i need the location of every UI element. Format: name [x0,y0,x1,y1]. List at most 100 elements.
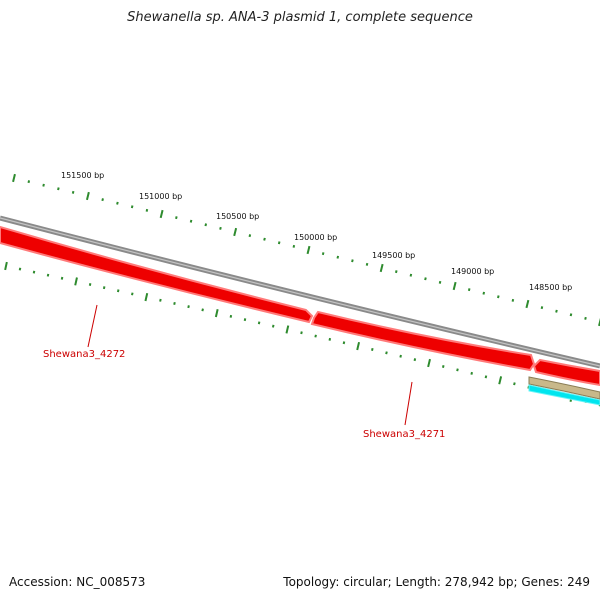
outer-ruler-tick [365,262,369,266]
topology-summary-text: Topology: circular; Length: 278,942 bp; … [283,575,590,589]
outer-ruler-tick [159,209,164,219]
tick-labels: 151500 bp 151000 bp 150500 bp 150000 bp … [61,171,572,292]
outer-ruler-tick [116,201,119,205]
tick-label-149000: 149000 bp [451,267,494,276]
outer-ruler-tick [175,216,178,220]
inner-ruler-tick [513,382,516,386]
outer-ruler-tick [85,191,90,201]
inner-ruler-tick [173,301,176,305]
outer-ruler-tick [467,288,471,292]
inner-ruler-tick [271,324,275,328]
outer-ruler-tick [379,263,384,273]
inner-ruler-tick [18,267,22,271]
inner-ruler-tick [32,270,36,274]
outer-ruler-tick [336,255,340,259]
inner-ruler-tick [88,283,92,286]
tick-label-150000: 150000 bp [294,233,337,242]
gene-shewana3-4271[interactable] [310,310,536,372]
outer-ruler-tick [277,241,281,245]
outer-ruler-tick [57,187,60,191]
accession-text: Accession: NC_008573 [9,575,146,589]
inner-ruler-tick [201,308,204,312]
inner-ruler-tick [470,371,473,375]
inner-ruler-tick [243,318,247,322]
inner-ruler-tick [159,298,162,302]
outer-ruler-tick [130,205,134,209]
inner-ruler-tick [385,351,388,355]
map-title: Shewanella sp. ANA-3 plasmid 1, complete… [127,10,473,25]
outer-ruler-tick [27,180,31,184]
outer-ruler-tick [189,219,193,223]
inner-ruler-tick [441,364,445,368]
inner-ruler-tick [74,277,78,286]
feature-cyan-band [528,384,600,406]
outer-ruler-tick [394,270,398,274]
outer-ruler-tick [204,223,208,227]
outer-tick-ruler [12,173,600,327]
outer-ruler-tick [555,309,558,313]
outer-ruler-tick [321,252,325,256]
tick-label-148500: 148500 bp [529,283,572,292]
outer-ruler-tick [452,281,457,291]
inner-ruler-tick [46,273,50,277]
outer-ruler-tick [569,313,573,317]
inner-ruler-tick [413,358,417,362]
outer-ruler-tick [584,316,587,320]
inner-ruler-tick [60,276,64,280]
outer-ruler-tick [248,234,252,238]
inner-ruler-tick [328,337,332,341]
gene-label-4271[interactable]: Shewana3_4271 [363,429,445,440]
inner-ruler-tick [427,358,431,368]
outer-ruler-tick [598,317,600,327]
outer-ruler-tick [292,244,296,248]
outer-ruler-tick [219,226,222,230]
tick-label-149500: 149500 bp [372,251,415,260]
outer-ruler-tick [263,237,266,241]
label-leader-4272 [87,304,98,348]
tick-label-151000: 151000 bp [139,192,182,201]
outer-ruler-tick [482,291,486,295]
inner-ruler-tick [257,321,261,325]
inner-ruler-tick [300,331,303,335]
inner-ruler-tick [187,305,190,309]
inner-ruler-tick [214,308,219,318]
outer-ruler-tick [306,245,311,255]
inner-ruler-tick [229,314,233,318]
plasmid-backbone-highlight [0,217,600,367]
inner-ruler-tick [356,341,361,351]
inner-ruler-tick [314,334,317,338]
inner-ruler-tick [131,292,134,296]
outer-ruler-tick [409,273,413,277]
outer-ruler-tick [424,277,427,281]
inner-ruler-tick [4,261,8,271]
inner-ruler-tick [456,368,459,372]
inner-ruler-tick [342,341,346,345]
inner-ruler-tick [371,347,374,351]
inner-ruler-tick [484,375,488,379]
outer-ruler-tick [42,183,45,187]
outer-ruler-tick [438,280,442,284]
inner-tick-ruler [4,261,600,407]
outer-ruler-tick [511,298,515,302]
outer-ruler-tick [12,173,16,183]
outer-ruler-tick [101,198,104,202]
gene-shewana3-4272[interactable] [0,225,314,324]
inner-ruler-tick [498,376,503,385]
inner-ruler-tick [102,286,106,290]
gene-label-4272[interactable]: Shewana3_4272 [43,349,125,360]
tick-label-150500: 150500 bp [216,212,259,221]
inner-ruler-tick [399,354,402,358]
label-leader-4271 [404,381,413,426]
outer-ruler-tick [233,227,238,237]
outer-ruler-tick [497,295,500,299]
inner-ruler-tick [116,289,120,293]
outer-ruler-tick [540,306,544,310]
outer-ruler-tick [71,190,75,194]
outer-ruler-tick [351,259,354,263]
feature-tan-band [528,376,600,400]
outer-ruler-tick [145,208,149,212]
inner-ruler-tick [144,292,149,302]
outer-ruler-tick [525,299,530,309]
